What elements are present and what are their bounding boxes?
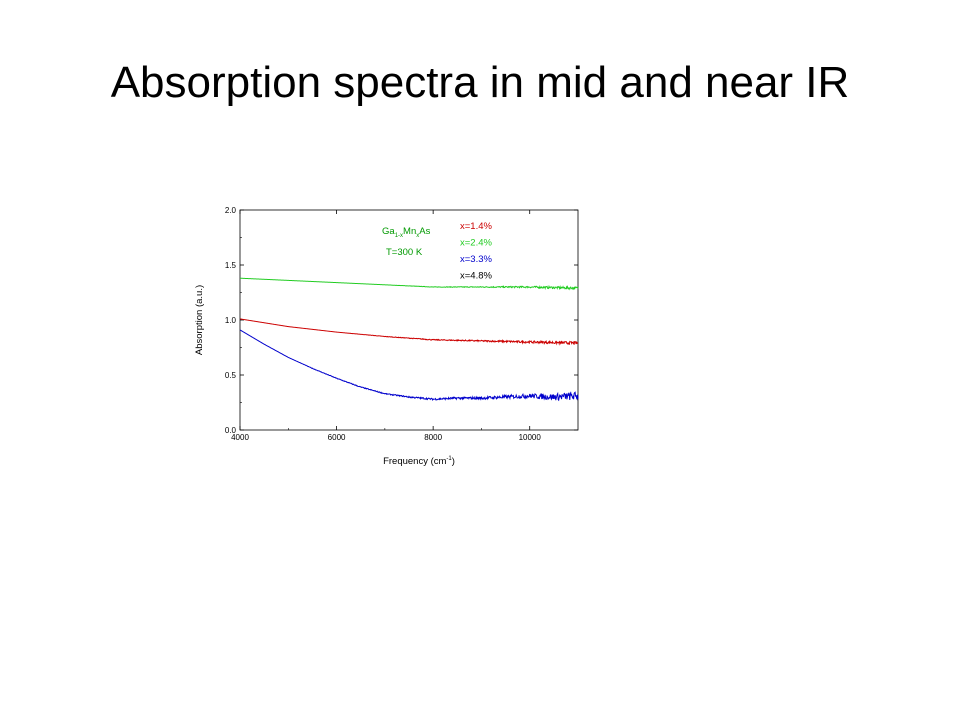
legend-item: x=3.3% <box>460 254 493 265</box>
legend-item: x=2.4% <box>460 238 493 249</box>
temperature-annotation: T=300 K <box>386 247 423 258</box>
y-tick-label: 2.0 <box>225 206 237 215</box>
series-line-1 <box>239 277 579 291</box>
absorption-chart: 4000 6000 8000 10000 0.0 0.5 1.0 1.5 2.0 Freque… <box>180 190 600 490</box>
series-line-3 <box>239 329 579 402</box>
y-tick-label: 1.5 <box>225 261 237 270</box>
x-tick-label: 6000 <box>328 433 346 442</box>
x-axis-title: Frequency (cm-1) <box>383 456 455 467</box>
y-tick-label: 0.0 <box>225 426 237 435</box>
y-tick-label: 0.5 <box>225 371 237 380</box>
chart-svg: 4000 6000 8000 10000 0.0 0.5 1.0 1.5 2.0 Freque… <box>194 206 579 467</box>
material-annotation: Ga1-xMnxAs <box>382 226 431 239</box>
slide-title: Absorption spectra in mid and near IR <box>110 58 850 108</box>
series-layer <box>239 277 579 402</box>
y-axis-title: Absorption (a.u.) <box>194 285 205 355</box>
legend: x=1.4% x=2.4% x=3.3% x=4.8% <box>460 221 493 282</box>
x-tick-label: 10000 <box>519 433 542 442</box>
y-tick-label: 1.0 <box>225 316 237 325</box>
x-tick-label: 8000 <box>424 433 442 442</box>
x-axis-ticks: 4000 6000 8000 10000 <box>231 210 541 442</box>
series-line-2 <box>239 318 579 346</box>
x-tick-label: 4000 <box>231 433 249 442</box>
legend-item: x=1.4% <box>460 221 493 232</box>
legend-item: x=4.8% <box>460 271 493 282</box>
y-axis-ticks: 0.0 0.5 1.0 1.5 2.0 <box>225 206 578 435</box>
